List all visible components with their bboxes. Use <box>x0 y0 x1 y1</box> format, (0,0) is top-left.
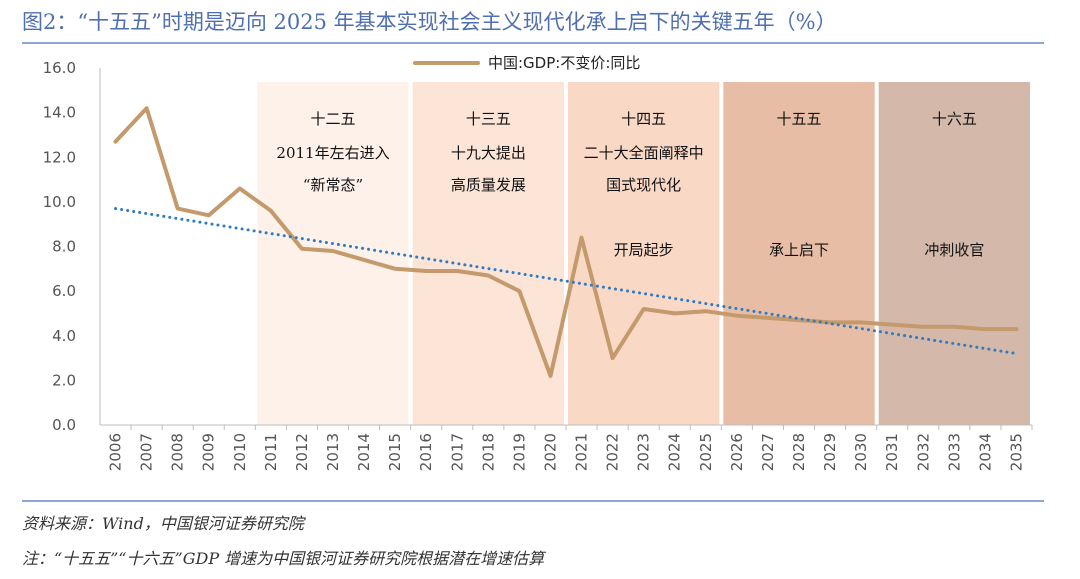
legend-label: 中国:GDP:不变价:同比 <box>488 54 640 72</box>
x-tick-label: 2021 <box>573 433 591 471</box>
gdp-line-chart: 0.0 2.0 4.0 6.0 8.0 10.0 12.0 14.0 16.0 2006 2007 2… <box>43 54 1033 471</box>
x-tick-label: 2009 <box>200 433 218 471</box>
x-tick-label: 2019 <box>510 433 528 471</box>
x-tick-label: 2018 <box>479 433 497 471</box>
source-note: 资料来源：Wind，中国银河证券研究院 <box>22 514 304 533</box>
period-name: 十五五 <box>776 110 821 128</box>
legend: 中国:GDP:不变价:同比 <box>413 54 640 72</box>
x-tick-label: 2030 <box>852 433 870 471</box>
period-band-5 <box>878 82 1030 425</box>
x-tick-label: 2013 <box>324 433 342 471</box>
period-desc-line: 十九大提出 <box>451 144 526 162</box>
period-band-4 <box>723 82 875 425</box>
y-tick-label: 6.0 <box>52 282 76 300</box>
x-tick-label: 2006 <box>107 433 125 471</box>
period-band-2 <box>412 82 564 425</box>
period-name: 十六五 <box>932 110 977 128</box>
x-tick-label: 2022 <box>604 433 622 471</box>
title-divider <box>22 42 1044 44</box>
trend-line <box>114 207 1018 356</box>
x-tick-label: 2035 <box>1007 433 1025 471</box>
x-tick-label: 2033 <box>945 433 963 471</box>
y-tick-label: 0.0 <box>52 416 76 434</box>
x-tick-label: 2023 <box>635 433 653 471</box>
period-name: 十二五 <box>310 110 355 128</box>
x-tick-label: 2007 <box>138 433 156 471</box>
period-name: 十三五 <box>466 110 511 128</box>
x-tick-label: 2011 <box>262 433 280 471</box>
period-desc-line: 二十大全面阐释中 <box>584 144 704 162</box>
period-desc-line: 高质量发展 <box>451 176 526 194</box>
period-phase: 开局起步 <box>614 241 674 259</box>
x-tick-label: 2010 <box>231 433 249 471</box>
y-tick-label: 4.0 <box>52 327 76 345</box>
x-tick-label: 2034 <box>976 433 994 471</box>
chart-title: 图2：“十五五”时期是迈向 2025 年基本实现社会主义现代化承上启下的关键五年… <box>22 10 837 34</box>
x-tick-label: 2015 <box>386 433 404 471</box>
period-bands <box>257 82 1030 425</box>
y-tick-label: 8.0 <box>52 238 76 256</box>
period-name: 十四五 <box>621 110 666 128</box>
y-tick-label: 2.0 <box>52 371 76 389</box>
y-tick-label: 16.0 <box>43 59 76 77</box>
x-tick-label: 2014 <box>355 433 373 471</box>
x-tick-label: 2024 <box>666 433 684 471</box>
y-tick-label: 12.0 <box>43 148 76 166</box>
x-tick-label: 2017 <box>448 433 466 471</box>
x-tick-label: 2008 <box>169 433 187 471</box>
period-band-3 <box>568 82 720 425</box>
period-phase: 承上启下 <box>769 241 829 259</box>
x-tick-label: 2020 <box>541 433 559 471</box>
gdp-growth-line <box>113 106 1019 378</box>
period-desc-line: “新常态” <box>303 176 363 194</box>
x-tick-label: 2032 <box>914 433 932 471</box>
y-tick-label: 10.0 <box>43 193 76 211</box>
x-tick-label: 2016 <box>417 433 435 471</box>
period-desc-line: 2011年左右进入 <box>276 144 389 162</box>
series-layer <box>113 106 1019 378</box>
x-tick-label: 2029 <box>821 433 839 471</box>
x-tick-label: 2012 <box>293 433 311 471</box>
period-band-1 <box>257 82 409 425</box>
x-tick-label: 2031 <box>883 433 901 471</box>
x-tick-label: 2028 <box>790 433 808 471</box>
period-desc-line: 国式现代化 <box>606 176 681 194</box>
footnote: 注：“十五五”“十六五”GDP 增速为中国银河证券研究院根据潜在增速估算 <box>22 549 545 568</box>
x-tick-label: 2026 <box>728 433 746 471</box>
tick-labels: 0.0 2.0 4.0 6.0 8.0 10.0 12.0 14.0 16.0 2006 2007 2… <box>43 59 1026 471</box>
footer-divider <box>22 500 1044 502</box>
x-tick-label: 2025 <box>697 433 715 471</box>
axes <box>99 68 1033 430</box>
x-tick-label: 2027 <box>759 433 777 471</box>
period-phase: 冲刺收官 <box>924 241 984 259</box>
y-tick-label: 14.0 <box>43 104 76 122</box>
